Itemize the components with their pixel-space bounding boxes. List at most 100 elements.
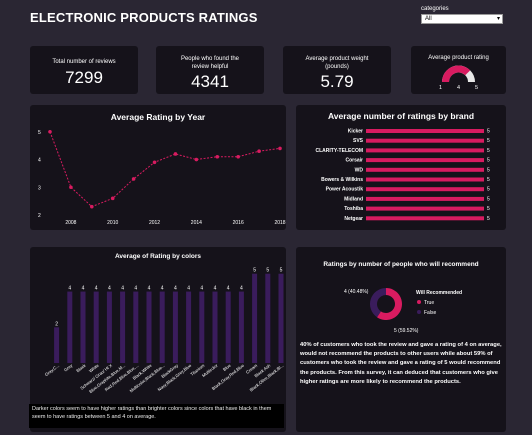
y-tick-label: 5 — [38, 130, 41, 136]
bar — [106, 291, 112, 363]
legend-swatch-false — [417, 310, 421, 314]
bar — [172, 291, 178, 363]
bar — [54, 327, 60, 363]
data-label: 5 — [487, 167, 490, 173]
donut-slice — [370, 288, 386, 318]
panel-title: Average Rating by Year — [110, 112, 206, 122]
data-label: 5 — [487, 187, 490, 193]
gauge-fill — [442, 65, 471, 83]
data-label: 5 — [487, 177, 490, 183]
bar — [366, 187, 484, 192]
data-label: 4 — [200, 286, 203, 292]
data-label: 4 — [174, 286, 177, 292]
donut-chart-recommend: Will Recommended True False 5 (59.52%) 4 … — [344, 288, 462, 334]
bar — [212, 291, 218, 363]
category-label: CLARITY-TELECOM — [316, 148, 364, 154]
recommend-text: 40% of customers who took the review and… — [300, 342, 502, 385]
data-label: 5 — [280, 268, 283, 274]
data-point — [69, 185, 73, 190]
bar — [186, 291, 192, 363]
kpi-label: People who found the review helpful — [180, 56, 240, 70]
category-label: WD — [355, 167, 364, 173]
kpi-weight: Average product weight (pounds) 5.79 — [283, 46, 391, 94]
data-point — [173, 152, 178, 156]
data-label: 4 — [121, 286, 124, 292]
x-tick-label: 2014 — [191, 220, 202, 226]
kpi-label: Average product weight (pounds) — [305, 56, 369, 70]
data-label: 5 — [487, 196, 490, 202]
category-label: Toshiba — [344, 206, 363, 212]
chevron-down-icon: ▾ — [496, 16, 500, 22]
category-label: Corsair — [345, 158, 363, 164]
y-tick-label: 3 — [38, 185, 41, 191]
gauge-max: 5 — [475, 85, 478, 91]
gauge-value: 4 — [457, 85, 460, 91]
category-label: Midland — [344, 196, 363, 202]
data-point — [215, 154, 220, 159]
bar — [225, 291, 231, 363]
bar — [159, 291, 165, 363]
legend-true: True — [424, 300, 434, 306]
bar — [366, 196, 484, 201]
bar — [133, 291, 139, 363]
category-label: SVS — [353, 138, 364, 144]
x-tick-label: 2016 — [233, 220, 244, 226]
category-label: Kicker — [348, 129, 363, 135]
bar — [366, 177, 484, 182]
bar — [278, 273, 284, 363]
data-point — [278, 146, 282, 151]
bar — [120, 291, 126, 363]
series-line — [49, 131, 281, 208]
data-point — [236, 154, 240, 159]
bar — [265, 273, 271, 363]
bar — [199, 291, 205, 363]
kpi-label: Total number of reviews — [52, 59, 116, 65]
category-label: Grey — [63, 362, 74, 372]
data-label: 4 — [161, 286, 164, 292]
panel-rating-by-year: Average Rating by Year 2 3 4 5 2008 2010 2012 2… — [30, 105, 286, 230]
x-tick-label: 2008 — [65, 220, 76, 226]
data-point — [48, 129, 52, 134]
donut-slice — [376, 288, 402, 320]
data-label: 4 — [134, 286, 137, 292]
data-label: 4 — [82, 286, 85, 292]
y-tick-label: 4 — [38, 158, 41, 164]
panel-recommend: Ratings by number of people who will rec… — [296, 247, 506, 432]
y-tick-label: 2 — [38, 213, 41, 219]
data-label: 4 — [95, 286, 98, 292]
data-label: 5 — [487, 129, 490, 135]
data-point — [90, 204, 94, 209]
category-label: Black — [75, 362, 87, 373]
data-label: 5 — [487, 216, 490, 222]
rating-gauge: 1 4 5 — [439, 65, 478, 91]
panel-ratings-by-brand: Average number of ratings by brand Kicke… — [296, 105, 506, 230]
panel-rating-by-colors: Average of Rating by colors 2 Gray,C... 4 G… — [30, 247, 286, 432]
data-label: 5 — [487, 148, 490, 154]
data-label: 2 — [55, 321, 58, 327]
bar — [366, 167, 484, 172]
bar — [80, 291, 86, 363]
panel-title: Average number of ratings by brand — [327, 111, 475, 121]
bar — [366, 216, 484, 221]
data-label: 4 — [240, 286, 243, 292]
data-label: 4 — [148, 286, 151, 292]
filter-value: All — [425, 16, 432, 22]
kpi-value: 7299 — [65, 68, 103, 87]
legend-title: Will Recommended — [416, 290, 462, 296]
colors-note: Darker colors seem to have higher rating… — [29, 404, 284, 428]
category-label: Netgear — [344, 216, 363, 222]
category-select[interactable]: All ▾ — [421, 14, 503, 24]
bar — [366, 148, 484, 153]
slice-label: 5 (59.52%) — [394, 328, 419, 334]
panel-title: Average of Rating by colors — [114, 253, 202, 260]
x-tick-label: 2012 — [149, 220, 160, 226]
data-label: 4 — [227, 286, 230, 292]
bar — [366, 138, 484, 143]
data-label: 5 — [253, 268, 256, 274]
kpi-value: 5.79 — [320, 72, 354, 91]
data-label: 5 — [487, 158, 490, 164]
data-label: 4 — [68, 286, 71, 292]
data-label: 5 — [266, 268, 269, 274]
x-tick-label: 2018 — [274, 220, 285, 226]
